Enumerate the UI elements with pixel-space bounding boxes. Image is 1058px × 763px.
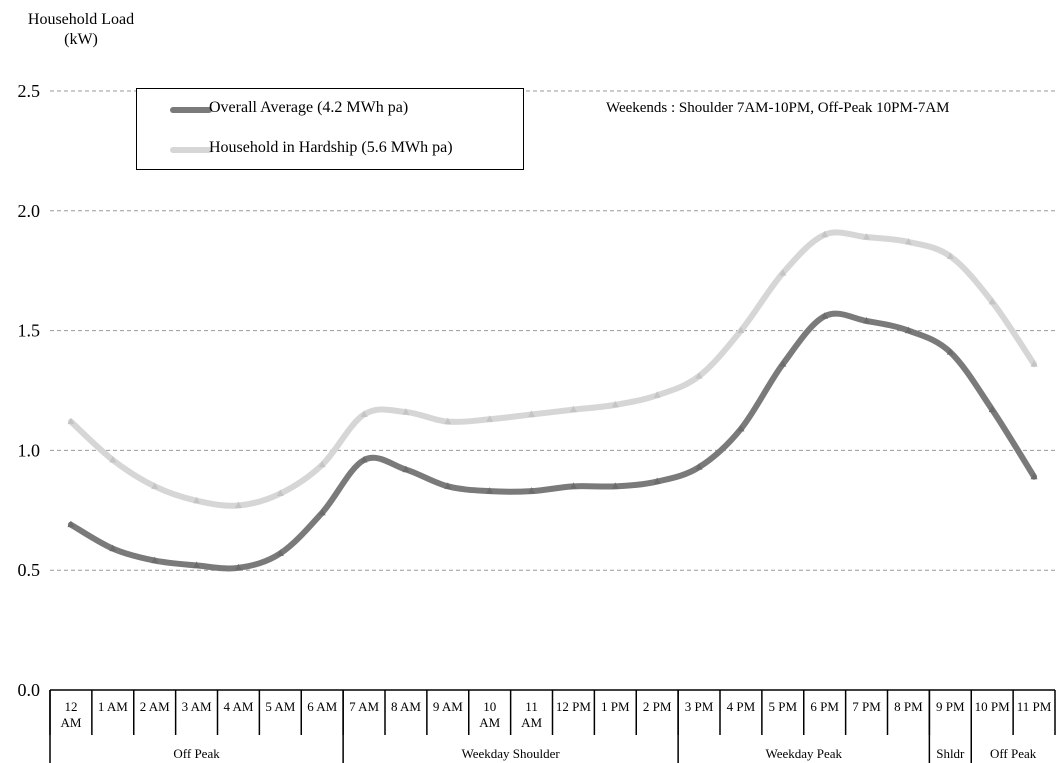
data-point-overall-average	[318, 508, 326, 516]
x-tick-label: 7 AM	[349, 699, 379, 714]
y-axis-label: Household Load (kW)	[6, 10, 156, 50]
x-tick-label: 6 PM	[810, 699, 839, 714]
data-point-hardship	[528, 410, 536, 417]
data-point-overall-average	[276, 549, 284, 556]
x-tick-label: 5 AM	[265, 699, 295, 714]
x-tick-label: 8 AM	[391, 699, 421, 714]
x-tick-label: 11	[525, 699, 538, 714]
data-point-overall-average	[904, 326, 912, 334]
period-label: Weekday Peak	[765, 746, 842, 761]
legend-label-hardship: Household in Hardship (5.6 MWh pa)	[209, 139, 453, 156]
y-tick-label: 0.0	[18, 680, 41, 700]
data-point-overall-average	[402, 465, 410, 473]
y-tick-label: 1.0	[18, 440, 41, 460]
x-tick-label: 7 PM	[852, 699, 881, 714]
data-point-hardship	[821, 230, 829, 238]
data-point-overall-average	[151, 556, 159, 564]
data-point-overall-average	[234, 563, 242, 571]
x-tick-label: 4 AM	[223, 699, 253, 714]
x-tick-label: 12 PM	[556, 699, 591, 714]
x-tick-label: 8 PM	[894, 699, 923, 714]
x-tick-label: AM	[60, 715, 81, 730]
x-tick-label: 3 PM	[685, 699, 714, 714]
data-point-hardship	[276, 489, 284, 497]
x-tick-label: 10	[483, 699, 496, 714]
data-point-overall-average	[67, 520, 75, 528]
legend: Overall Average (4.2 MWh pa) Household i…	[136, 88, 524, 170]
x-tick-label: 6 AM	[307, 699, 337, 714]
data-point-overall-average	[611, 482, 619, 489]
data-point-overall-average	[569, 482, 577, 489]
x-tick-label: 9 AM	[433, 699, 463, 714]
data-point-hardship	[611, 400, 619, 408]
data-point-overall-average	[109, 544, 117, 552]
y-tick-label: 0.5	[18, 560, 41, 580]
series-line-overall-average	[67, 310, 1038, 572]
y-tick-label: 2.5	[18, 81, 41, 101]
weekend-note: Weekends : Shoulder 7AM-10PM, Off-Peak 1…	[606, 100, 950, 116]
period-label: Off Peak	[990, 746, 1037, 761]
data-point-hardship	[988, 297, 996, 305]
period-label: Shldr	[936, 746, 965, 761]
data-point-hardship	[486, 415, 494, 422]
x-tick-label: AM	[521, 715, 542, 730]
legend-label-overall-average: Overall Average (4.2 MWh pa)	[209, 99, 409, 116]
x-tick-label: 11 PM	[1017, 699, 1052, 714]
data-point-hardship	[904, 237, 912, 245]
data-point-hardship	[653, 391, 661, 398]
data-point-overall-average	[528, 487, 536, 494]
data-point-hardship	[444, 417, 452, 425]
x-tick-label: 3 AM	[182, 699, 212, 714]
x-tick-label: 4 PM	[727, 699, 756, 714]
data-point-overall-average	[779, 360, 787, 367]
data-point-hardship	[318, 460, 326, 468]
data-point-hardship	[234, 501, 242, 509]
x-tick-label: 2 PM	[643, 699, 672, 714]
data-point-overall-average	[695, 463, 703, 470]
data-point-hardship	[67, 417, 75, 425]
data-point-overall-average	[988, 405, 996, 413]
series-line-hardship	[67, 229, 1038, 509]
data-point-overall-average	[1030, 472, 1038, 480]
data-point-overall-average	[653, 477, 661, 485]
x-tick-label: 10 PM	[975, 699, 1010, 714]
data-point-hardship	[569, 405, 577, 413]
data-point-overall-average	[863, 317, 871, 324]
data-point-hardship	[402, 408, 410, 415]
x-tick-label: 12	[64, 699, 77, 714]
data-point-overall-average	[737, 424, 745, 432]
y-tick-label: 2.0	[18, 201, 41, 221]
x-tick-label: 1 AM	[98, 699, 128, 714]
x-tick-label: 9 PM	[936, 699, 965, 714]
legend-swatches	[170, 107, 212, 153]
data-point-overall-average	[946, 348, 954, 355]
y-axis-label-line2: (kW)	[64, 31, 98, 48]
data-point-hardship	[946, 252, 954, 259]
data-point-hardship	[360, 410, 368, 417]
data-point-hardship	[193, 496, 201, 504]
data-point-hardship	[737, 326, 745, 334]
x-tick-label: 5 PM	[769, 699, 798, 714]
data-point-hardship	[695, 372, 703, 379]
period-label: Off Peak	[173, 746, 220, 761]
data-point-overall-average	[486, 487, 494, 494]
x-tick-label: 2 AM	[140, 699, 170, 714]
y-axis-label-line1: Household Load	[27, 11, 135, 28]
period-label: Weekday Shoulder	[462, 746, 561, 761]
data-point-hardship	[151, 482, 159, 489]
data-point-overall-average	[360, 455, 368, 463]
data-point-hardship	[1030, 360, 1038, 367]
data-point-hardship	[109, 455, 117, 463]
data-point-overall-average	[193, 561, 201, 568]
data-point-hardship	[863, 233, 871, 240]
x-tick-label: AM	[479, 715, 500, 730]
y-tick-label: 1.5	[18, 321, 41, 341]
data-point-overall-average	[821, 312, 829, 319]
data-point-overall-average	[444, 482, 452, 489]
data-point-hardship	[779, 269, 787, 276]
x-tick-label: 1 PM	[601, 699, 630, 714]
